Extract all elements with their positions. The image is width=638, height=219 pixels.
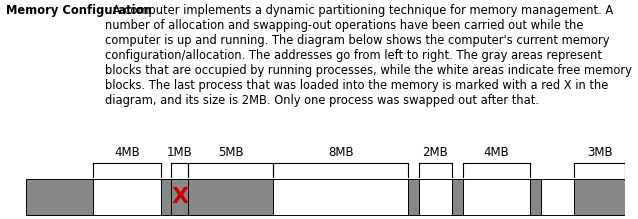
Bar	[419, 179, 452, 215]
Text: 1MB: 1MB	[167, 146, 193, 159]
Bar	[171, 179, 188, 215]
Bar	[530, 179, 540, 215]
Text: Memory Configuration: Memory Configuration	[6, 4, 152, 17]
Bar	[540, 179, 574, 215]
Bar	[408, 179, 419, 215]
Bar	[273, 179, 408, 215]
Text: 5MB: 5MB	[218, 146, 243, 159]
Bar	[161, 179, 171, 215]
Bar	[26, 179, 93, 215]
Text: X: X	[171, 187, 188, 207]
Bar	[93, 179, 161, 215]
Text: 2MB: 2MB	[422, 146, 449, 159]
Text: 8MB: 8MB	[328, 146, 353, 159]
Text: 4MB: 4MB	[114, 146, 140, 159]
Text: 3MB: 3MB	[587, 146, 612, 159]
Bar	[574, 179, 625, 215]
Bar	[463, 179, 530, 215]
Text: 4MB: 4MB	[484, 146, 509, 159]
Bar	[188, 179, 273, 215]
Text: : A computer implements a dynamic partitioning technique for memory management. : : A computer implements a dynamic partit…	[105, 4, 632, 107]
Bar	[452, 179, 463, 215]
